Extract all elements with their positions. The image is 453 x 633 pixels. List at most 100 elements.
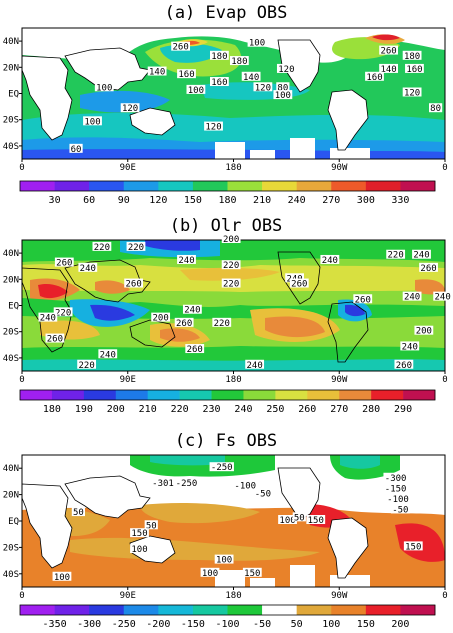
- contour-label-bg: [278, 515, 297, 524]
- colorbar-tick-label: 280: [362, 404, 380, 415]
- contour-label: 140: [149, 68, 165, 78]
- contour-label-bg: [385, 493, 411, 503]
- colorbar-tick-label: 200: [391, 619, 409, 629]
- contour-label-bg: [306, 515, 326, 524]
- x-tick-label: 90E: [120, 591, 136, 601]
- contour-label-bg: [52, 571, 72, 581]
- contour-label: 100: [202, 569, 218, 579]
- colorbar-swatch: [147, 390, 180, 400]
- contour-label-bg: [365, 71, 384, 81]
- colorbar-swatch: [211, 390, 244, 400]
- x-tick-label: 90W: [331, 163, 348, 173]
- contour-label-bg: [233, 480, 258, 490]
- colorbar-swatch: [158, 605, 194, 615]
- contour-label: 240: [40, 314, 56, 324]
- y-tick-label: 20S: [3, 328, 19, 338]
- colorbar-swatch: [403, 390, 436, 400]
- contour-label-bg: [402, 291, 422, 301]
- contour-label: 220: [128, 243, 144, 253]
- x-tick-label: 90W: [331, 591, 348, 601]
- contour-label: 200: [223, 235, 239, 245]
- contour-label: 180: [231, 57, 247, 67]
- contour-label-bg: [419, 262, 438, 272]
- contour-label-bg: [247, 37, 267, 47]
- colorbar-swatch: [296, 181, 332, 191]
- colorbar-tick-label: 270: [322, 195, 340, 206]
- contour-label: 80: [277, 83, 288, 93]
- panel-a: (a) Evap OBS: [3, 3, 448, 206]
- contour-label-bg: [383, 483, 408, 493]
- contour-label-bg: [221, 260, 241, 270]
- contour-label: 220: [214, 319, 230, 329]
- colorbar-tick-label: -250: [112, 619, 136, 629]
- panel-c: (c) Fs OBS: [3, 431, 448, 630]
- contour-label-bg: [147, 66, 167, 76]
- colorbar-tick-label: 300: [357, 195, 375, 206]
- contour-label-bg: [212, 317, 232, 327]
- contour-label: 100: [279, 516, 295, 526]
- contour-label-bg: [221, 278, 241, 288]
- contour-label: 240: [80, 264, 96, 274]
- panel-b-field: [22, 240, 445, 371]
- x-tick-label: 0: [442, 163, 447, 173]
- y-tick-label: EQ: [8, 90, 19, 100]
- panel-a-y-ticks: 40N 20N EQ 20S 40S: [3, 37, 22, 152]
- contour-label-bg: [94, 82, 114, 92]
- contour-label-bg: [200, 567, 220, 577]
- contour-label: -300: [385, 474, 407, 484]
- colorbar-frame: [19, 389, 436, 401]
- x-tick-label: 180: [225, 163, 241, 173]
- contour-label-bg: [214, 554, 234, 564]
- contour-label: 100: [188, 86, 204, 96]
- y-tick-label: 40S: [3, 354, 19, 364]
- colorbar-tick-label: 240: [288, 195, 306, 206]
- colorbar-swatch: [400, 181, 436, 191]
- contour-label-bg: [402, 50, 422, 60]
- colorbar-swatch: [227, 181, 263, 191]
- contour-label: 120: [404, 89, 420, 99]
- contour-label: 150: [405, 542, 421, 552]
- contour-label: 240: [100, 350, 116, 360]
- contour-label: 240: [184, 306, 200, 316]
- y-tick-label: 20S: [3, 543, 19, 553]
- contour-label: -250: [176, 479, 198, 489]
- y-tick-label: 40S: [3, 142, 19, 152]
- colorbar-tick-label: 30: [49, 195, 61, 206]
- contour-label: -250: [211, 463, 233, 473]
- contour-label-bg: [379, 45, 398, 55]
- colorbar-swatch: [20, 605, 55, 615]
- contour-label: 240: [404, 293, 420, 303]
- colorbar-swatch: [179, 390, 212, 400]
- colorbar-frame: [19, 604, 436, 616]
- contour-label-bg: [394, 359, 414, 369]
- contour-label-bg: [221, 234, 241, 243]
- colorbar-swatch: [227, 605, 263, 615]
- contour-label-bg: [276, 63, 296, 73]
- contour-label: 180: [211, 52, 227, 62]
- y-tick-label: 40N: [3, 37, 19, 47]
- contour-label: 240: [322, 256, 338, 266]
- contour-label: 160: [211, 78, 227, 88]
- panel-c-contour-labels: -250-300-301 -250 -100-50-150-100-50501005…: [52, 462, 423, 583]
- contour-label-bg: [83, 116, 102, 126]
- contour-label-bg: [253, 488, 273, 498]
- contour-label: 50: [294, 513, 305, 523]
- contour-label-bg: [144, 520, 158, 530]
- panel-a-colorbar: 30 60 90 120 150 180 210 240 270 300 330: [19, 180, 436, 206]
- colorbar-swatch: [192, 181, 228, 191]
- y-tick-label: 20N: [3, 275, 19, 285]
- contour-label: 100: [54, 573, 70, 583]
- contour-label: 240: [402, 342, 418, 352]
- contour-label: 100: [216, 556, 232, 566]
- panel-c-field: [22, 455, 445, 587]
- y-tick-label: EQ: [8, 302, 19, 312]
- contour-label: 100: [131, 545, 147, 555]
- colorbar-tick-label: 230: [203, 404, 221, 415]
- colorbar-tick-label: 210: [139, 404, 157, 415]
- panel-b-colorbar: 180 190 200 210 220 230 240 250 260 270 280 290: [19, 389, 436, 415]
- contour-label-bg: [120, 103, 140, 113]
- x-tick-label: 0: [442, 591, 447, 601]
- contour-label: 160: [366, 73, 382, 83]
- colorbar-tick-label: 190: [75, 404, 93, 415]
